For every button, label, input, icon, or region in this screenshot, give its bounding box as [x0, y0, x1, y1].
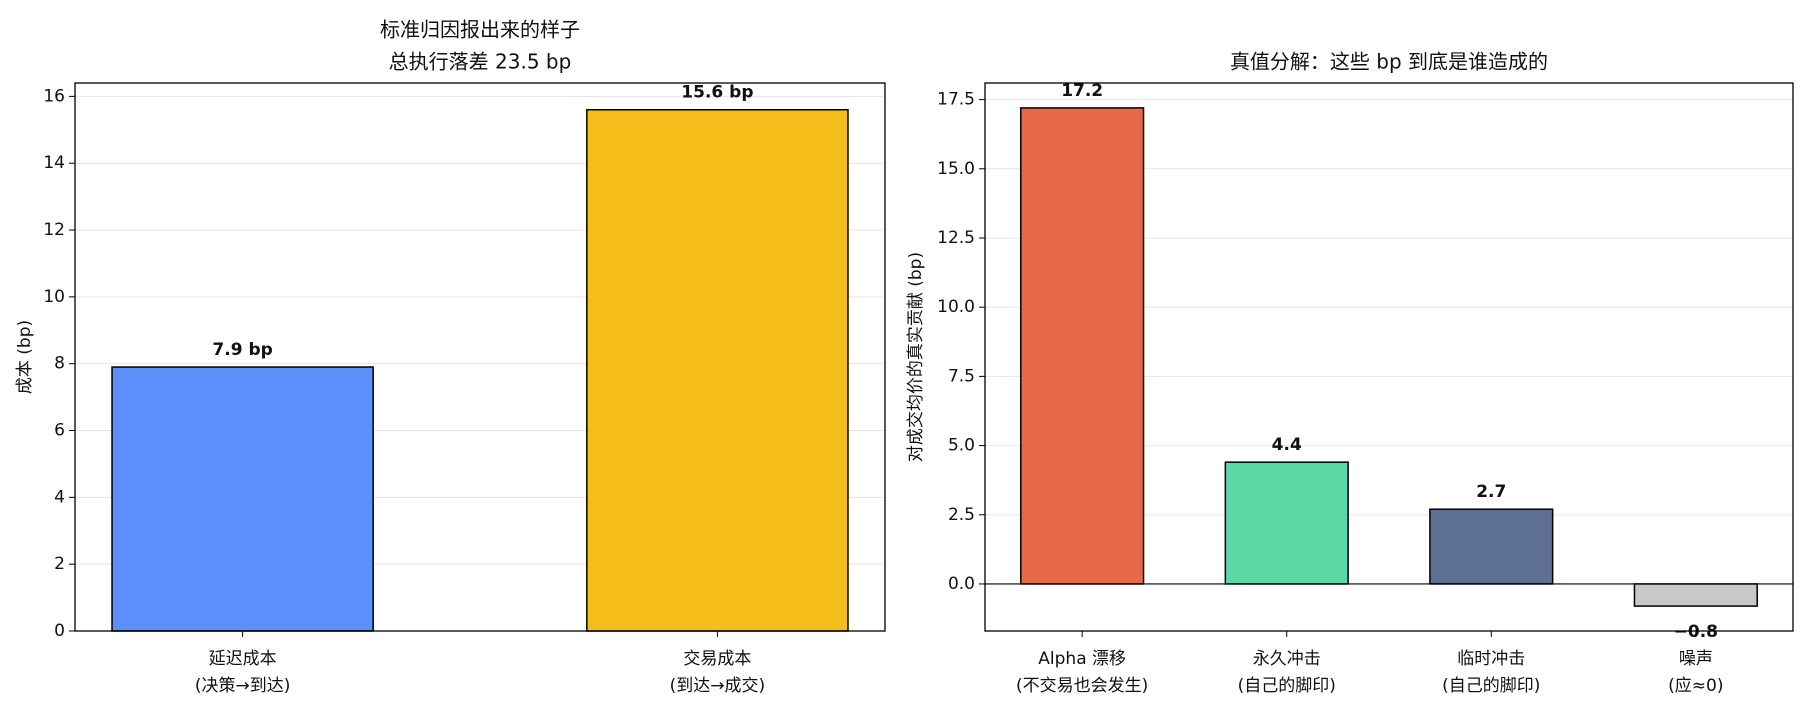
y-tick-label: 0.0 [948, 574, 975, 594]
x-tick-label: (应≈0) [1668, 676, 1723, 696]
plot-frame [984, 82, 1794, 632]
y-tick-label: 0 [54, 621, 65, 641]
x-tick-label: 交易成本 [683, 649, 751, 669]
x-tick-label: 临时冲击 [1457, 649, 1525, 669]
x-tick-label: 噪声 [1679, 649, 1713, 669]
x-tick-label: 永久冲击 [1253, 649, 1321, 669]
bar [1224, 461, 1349, 585]
y-tick-label: 2.5 [948, 505, 975, 525]
bar [111, 366, 374, 632]
y-tick-label: 17.5 [937, 90, 975, 110]
plot-frame [74, 82, 886, 632]
y-tick-label: 7.5 [948, 366, 975, 386]
y-axis-label: 成本 (bp) [15, 320, 35, 394]
y-tick-label: 8 [54, 354, 65, 374]
y-tick-label: 14 [43, 153, 65, 173]
x-tick-label: (决策→到达) [195, 676, 291, 696]
y-tick-label: 12 [43, 220, 65, 240]
bar [1429, 508, 1554, 585]
chart-title: 标准归因报出来的样子 [380, 18, 580, 42]
y-tick-label: 6 [54, 421, 65, 441]
chart-subtitle: 总执行落差 23.5 bp [389, 50, 572, 74]
y-tick-label: 5.0 [948, 436, 975, 456]
y-tick-label: 4 [54, 487, 65, 507]
x-tick-label: (到达→成交) [670, 676, 766, 696]
y-tick-label: 15.0 [937, 159, 975, 179]
y-tick-label: 10 [43, 287, 65, 307]
y-tick-label: 10.0 [937, 297, 975, 317]
x-tick-label: (不交易也会发生) [1016, 676, 1148, 696]
value-label: 2.7 [1476, 482, 1506, 502]
bar [586, 108, 849, 632]
x-tick-label: Alpha 漂移 [1038, 649, 1126, 669]
chart-title: 真值分解：这些 bp 到底是谁造成的 [1230, 50, 1548, 74]
y-tick-label: 16 [43, 86, 65, 106]
x-tick-label: (自己的脚印) [1442, 676, 1540, 696]
bar [1633, 583, 1758, 607]
value-label: 15.6 bp [681, 83, 753, 103]
x-tick-label: 延迟成本 [209, 649, 277, 669]
x-tick-label: (自己的脚印) [1238, 676, 1336, 696]
y-tick-label: 12.5 [937, 228, 975, 248]
bar [1020, 107, 1145, 585]
value-label: 7.9 bp [212, 340, 272, 360]
value-label: 4.4 [1272, 435, 1302, 455]
y-axis-label: 对成交均价的真实贡献 (bp) [906, 252, 926, 462]
y-tick-label: 2 [54, 554, 65, 574]
value-label: 17.2 [1061, 81, 1103, 101]
